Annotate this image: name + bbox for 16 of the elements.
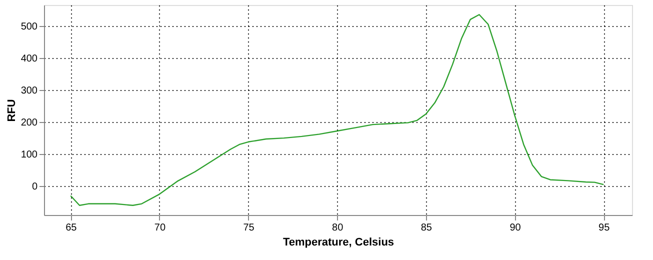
x-tick-label: 85 <box>420 222 432 234</box>
x-tick-label: 90 <box>510 222 522 234</box>
x-tick-label: 95 <box>598 222 610 234</box>
y-tick-label: 300 <box>20 85 38 96</box>
x-axis-title: Temperature, Celsius <box>282 236 394 248</box>
x-tick-label: 65 <box>66 222 78 234</box>
y-tick-label: 0 <box>32 182 38 193</box>
x-tick-label: 80 <box>332 222 344 234</box>
line-series <box>70 14 604 206</box>
x-tick-label: 75 <box>243 222 255 234</box>
y-tick-label: 200 <box>20 118 38 129</box>
x-tick-label: 70 <box>154 222 166 234</box>
y-tick-label: 100 <box>20 150 38 161</box>
y-axis-title: RFU <box>6 99 18 122</box>
y-tick-label: 500 <box>20 21 38 32</box>
y-tick-label: 400 <box>20 53 38 64</box>
